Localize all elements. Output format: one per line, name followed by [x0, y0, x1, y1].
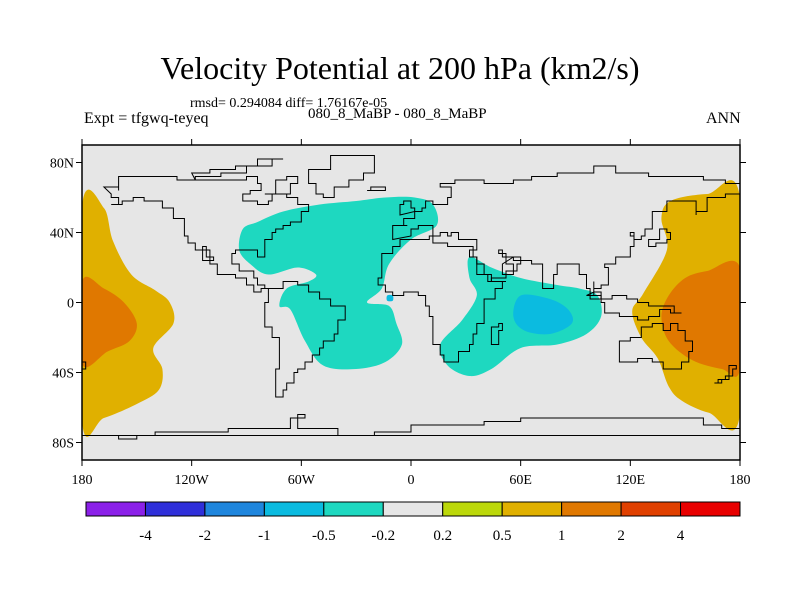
colorbar-label: -4: [139, 528, 152, 544]
y-tick-label: 80N: [50, 157, 74, 172]
coastline-baffin: [264, 176, 299, 195]
coastline-arctic-islands: [190, 158, 284, 181]
coastline-japan: [648, 228, 671, 247]
colorbar-label: -0.2: [371, 528, 395, 544]
region-positive-west-pacific-core: [82, 276, 137, 368]
coastline-nz-west: [714, 365, 737, 384]
region-negative-indian-ocean-core: [513, 294, 574, 335]
colorbar: -4 -2 -1 -0.5 -0.2 0.2 0.5 1 2 4: [85, 501, 741, 544]
season-label: ANN: [706, 110, 741, 127]
y-tick-label: 40N: [50, 227, 74, 242]
colorbar-swatch: [561, 501, 622, 517]
coastline-greenland: [308, 155, 375, 198]
coastlines: [82, 155, 740, 440]
colorbar-label: -0.5: [312, 528, 336, 544]
shaded-regions: [82, 180, 740, 437]
y-tick-label: 80S: [52, 437, 74, 452]
x-tick-label: 180: [730, 473, 751, 488]
x-tick-label: 180: [72, 473, 93, 488]
coastline-indonesia: [586, 291, 682, 321]
colorbar-label: 1: [558, 528, 566, 544]
coastline-australia: [618, 323, 693, 370]
colorbar-swatch: [382, 501, 444, 517]
region-negative-europe-africa: [238, 196, 439, 370]
y-tick-label: 40S: [52, 367, 74, 382]
colorbar-swatch: [680, 501, 741, 517]
colorbar-label: 2: [617, 528, 625, 544]
colorbar-label: -2: [199, 528, 212, 544]
colorbar-swatch: [501, 501, 563, 517]
experiment-label: Expt = tfgwq-teyeq: [84, 110, 209, 127]
difference-label: 080_8_MaBP - 080_8_MaBP: [308, 106, 487, 122]
x-tick-label: 60W: [288, 473, 316, 488]
map-axes: 180 120W 60W 0 60E 120E 180 80N 40N 0 40S 80S: [50, 139, 751, 488]
region-positive-east-pacific-core: [661, 260, 740, 377]
coastline-africa: [377, 235, 506, 363]
x-tick-label: 0: [408, 473, 415, 488]
coastline-madagascar: [490, 323, 503, 345]
x-tick-label: 60E: [509, 473, 532, 488]
colorbar-swatch: [144, 501, 206, 517]
chart-title: Velocity Potential at 200 hPa (km2/s): [160, 50, 640, 86]
colorbar-label: -1: [258, 528, 271, 544]
colorbar-swatch: [620, 501, 682, 517]
y-tick-label: 0: [67, 297, 74, 312]
coastline-north-america: [102, 176, 310, 293]
colorbar-swatch: [85, 501, 146, 517]
coastline-uk: [399, 200, 416, 216]
colorbar-label: 4: [677, 528, 685, 544]
colorbar-swatch: [263, 501, 325, 517]
coastline-arabia-east: [501, 256, 522, 275]
x-tick-label: 120W: [175, 473, 210, 488]
coastline-new-zealand: [82, 361, 87, 380]
colorbar-swatch: [204, 501, 265, 517]
colorbar-label: 0.5: [493, 528, 512, 544]
coastline-south-america: [264, 281, 346, 398]
coastline-iceland: [367, 186, 386, 191]
colorbar-swatch: [442, 501, 503, 517]
stats-subtitle: rmsd= 0.294084 diff= 1.76167e-05: [190, 96, 388, 111]
region-tiny-negative-dot: [386, 294, 394, 302]
colorbar-swatch: [323, 501, 384, 517]
coastline-antarctica: [82, 414, 740, 440]
colorbar-label: 0.2: [433, 528, 452, 544]
x-tick-label: 120E: [616, 473, 646, 488]
